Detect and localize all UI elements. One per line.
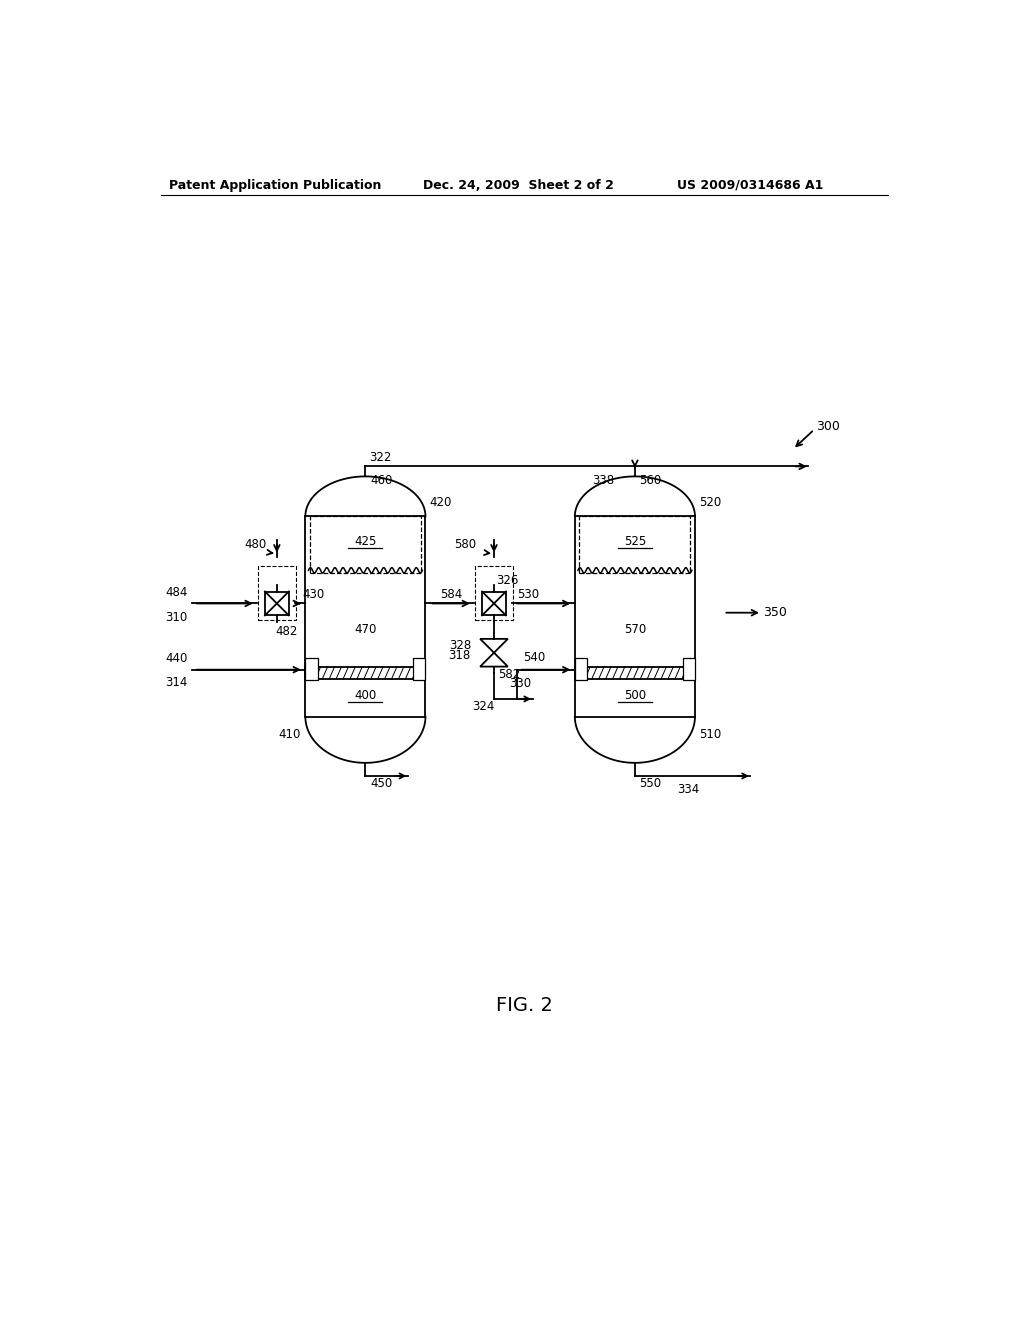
Text: 400: 400 bbox=[354, 689, 377, 702]
Text: 334: 334 bbox=[677, 783, 699, 796]
Text: 550: 550 bbox=[640, 777, 662, 791]
Polygon shape bbox=[305, 477, 425, 516]
Bar bbox=[475, 566, 513, 620]
Text: US 2009/0314686 A1: US 2009/0314686 A1 bbox=[677, 178, 823, 191]
Text: 328: 328 bbox=[450, 639, 472, 652]
Polygon shape bbox=[574, 717, 695, 763]
Text: 480: 480 bbox=[245, 539, 267, 552]
Text: 540: 540 bbox=[523, 651, 546, 664]
Bar bbox=[580, 516, 690, 573]
Bar bbox=[574, 659, 587, 680]
Text: 470: 470 bbox=[354, 623, 377, 636]
Text: 482: 482 bbox=[275, 624, 298, 638]
Text: 322: 322 bbox=[370, 450, 391, 463]
Text: 484: 484 bbox=[166, 586, 188, 599]
Text: 530: 530 bbox=[517, 587, 539, 601]
Text: 500: 500 bbox=[624, 689, 646, 702]
Bar bbox=[265, 591, 289, 615]
Bar bbox=[683, 659, 695, 680]
Text: 510: 510 bbox=[699, 727, 722, 741]
Text: 560: 560 bbox=[640, 474, 662, 487]
Text: 580: 580 bbox=[454, 539, 476, 552]
Text: 338: 338 bbox=[593, 474, 614, 487]
Text: 324: 324 bbox=[472, 700, 495, 713]
Bar bbox=[305, 659, 317, 680]
Text: 450: 450 bbox=[370, 777, 392, 791]
Text: FIG. 2: FIG. 2 bbox=[497, 995, 553, 1015]
Text: 326: 326 bbox=[497, 574, 519, 587]
Text: 318: 318 bbox=[447, 649, 470, 663]
Polygon shape bbox=[480, 639, 508, 653]
Text: 570: 570 bbox=[624, 623, 646, 636]
Text: 584: 584 bbox=[440, 587, 463, 601]
Bar bbox=[305, 667, 425, 678]
Text: 420: 420 bbox=[429, 496, 452, 510]
Text: 314: 314 bbox=[166, 676, 188, 689]
Text: 460: 460 bbox=[370, 474, 392, 487]
Text: 582: 582 bbox=[499, 668, 521, 681]
Text: 410: 410 bbox=[279, 727, 301, 741]
Bar bbox=[310, 516, 421, 573]
Text: 350: 350 bbox=[764, 606, 787, 619]
Text: 525: 525 bbox=[624, 536, 646, 548]
Polygon shape bbox=[305, 717, 425, 763]
Polygon shape bbox=[480, 653, 508, 667]
Text: Patent Application Publication: Patent Application Publication bbox=[169, 178, 381, 191]
Polygon shape bbox=[574, 477, 695, 516]
Bar bbox=[574, 667, 695, 678]
Text: 430: 430 bbox=[303, 587, 325, 601]
Text: 440: 440 bbox=[166, 652, 188, 665]
Text: 425: 425 bbox=[354, 536, 377, 548]
Text: 520: 520 bbox=[698, 496, 721, 510]
Text: 310: 310 bbox=[166, 611, 187, 624]
Text: 330: 330 bbox=[509, 677, 531, 690]
Bar bbox=[482, 591, 506, 615]
Text: Dec. 24, 2009  Sheet 2 of 2: Dec. 24, 2009 Sheet 2 of 2 bbox=[423, 178, 614, 191]
Bar bbox=[258, 566, 296, 620]
Bar bbox=[413, 659, 425, 680]
Text: 300: 300 bbox=[816, 420, 840, 433]
